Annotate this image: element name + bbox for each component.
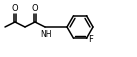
Text: O: O — [32, 4, 38, 13]
Text: O: O — [12, 4, 18, 13]
Text: NH: NH — [40, 29, 52, 38]
Text: F: F — [88, 34, 93, 43]
